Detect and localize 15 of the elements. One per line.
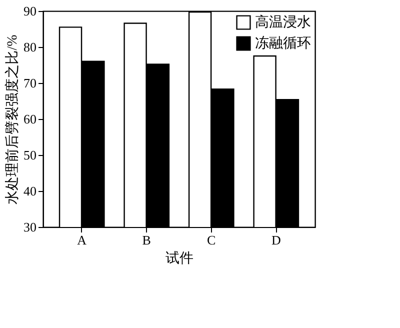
y-tick-label: 40 (24, 184, 36, 198)
y-tick-label: 30 (24, 220, 36, 234)
x-tick-label: B (142, 232, 152, 248)
x-axis-title: 试件 (166, 250, 194, 266)
y-tick-label: 90 (24, 4, 36, 18)
legend-label: 高温浸水 (255, 14, 311, 30)
x-tick-label: D (271, 232, 281, 248)
x-tick-label: A (77, 232, 88, 248)
y-tick-label: 80 (24, 40, 36, 54)
x-tick-label: C (207, 232, 216, 248)
y-tick-label: 50 (24, 148, 36, 162)
y-axis-title: 水处理前后劈裂强度之比/% (4, 34, 20, 204)
y-tick-label: 60 (24, 112, 36, 126)
y-tick-label: 70 (24, 76, 36, 90)
legend-label: 冻融循环 (255, 36, 311, 52)
